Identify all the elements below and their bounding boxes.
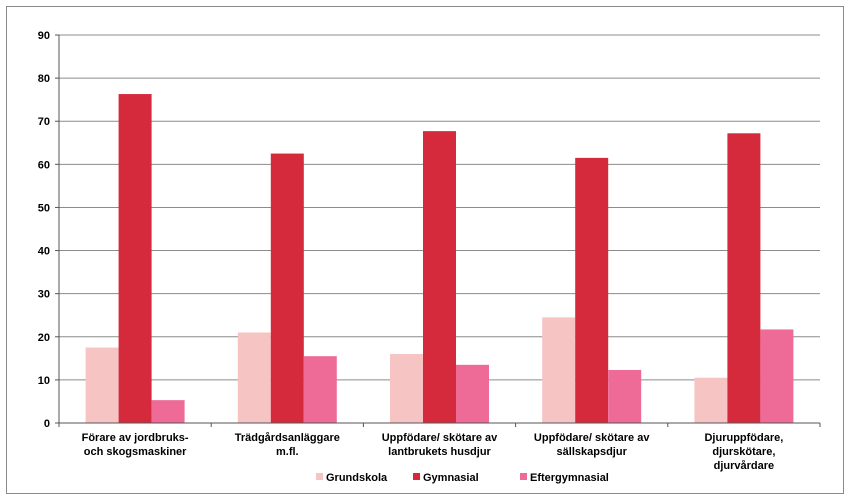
legend-swatch-grundskola <box>316 473 323 480</box>
legend-swatch-eftergymnasial <box>520 473 527 480</box>
bar-eftergymnasial <box>151 400 185 423</box>
category-label: Djuruppfödare, djurskötare, djurvårdare <box>704 432 783 472</box>
y-tick-label: 90 <box>38 30 50 42</box>
category-label: Uppfödare/ skötare av lantbrukets husdjur <box>382 432 498 458</box>
y-tick-label: 80 <box>38 73 50 85</box>
y-tick-label: 60 <box>38 159 50 171</box>
bar-gymnasial <box>423 131 456 424</box>
bar-eftergymnasial <box>456 364 489 423</box>
bar-grundskola <box>694 377 728 423</box>
bar-grundskola <box>390 354 423 423</box>
y-tick-label: 40 <box>38 246 50 258</box>
bar-gymnasial <box>118 94 152 423</box>
y-tick-label: 50 <box>38 202 50 214</box>
legend-label-eftergymnasial: Eftergymnasial <box>530 472 609 484</box>
legend-label-grundskola: Grundskola <box>326 472 388 484</box>
bars <box>85 94 794 424</box>
y-tick-label: 30 <box>38 289 50 301</box>
y-tick-label: 20 <box>38 332 50 344</box>
legend-label-gymnasial: Gymnasial <box>423 472 479 484</box>
bar-grundskola <box>542 317 576 423</box>
category-label: Förare av jordbruks-och skogsmaskiner <box>82 432 189 458</box>
bar-gymnasial <box>575 157 609 423</box>
category-label: Trädgårdsanläggare m.fl. <box>235 432 340 458</box>
y-tick-label: 10 <box>38 375 50 387</box>
axes <box>55 34 821 427</box>
y-tick-label: 70 <box>38 116 50 128</box>
bar-eftergymnasial <box>760 329 794 423</box>
bar-grundskola <box>85 347 119 423</box>
legend-swatch-gymnasial <box>413 473 420 480</box>
category-label: Uppfödare/ skötare av sällskapsdjur <box>534 432 650 458</box>
bar-grundskola <box>237 332 271 423</box>
bar-gymnasial <box>270 153 304 424</box>
category-labels: Förare av jordbruks-och skogsmaskiner Trä… <box>82 432 784 472</box>
y-tick-label: 0 <box>44 418 50 430</box>
legend: Grundskola Gymnasial Eftergymnasial <box>316 472 609 484</box>
bar-eftergymnasial <box>608 369 642 423</box>
y-tick-labels: 0 10 20 30 40 50 60 70 80 90 <box>38 30 50 430</box>
bar-gymnasial <box>727 133 761 423</box>
bar-eftergymnasial <box>303 356 337 423</box>
